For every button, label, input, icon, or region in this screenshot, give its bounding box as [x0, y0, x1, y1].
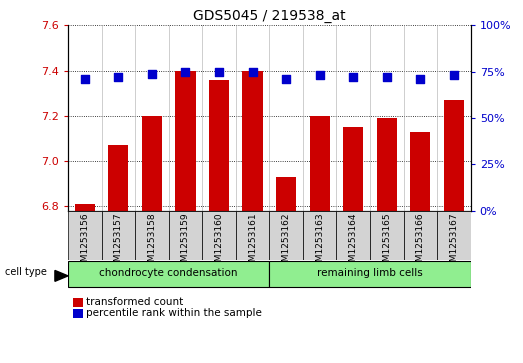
- Bar: [370, 211, 404, 260]
- Text: GSM1253158: GSM1253158: [147, 212, 156, 273]
- Text: GSM1253159: GSM1253159: [181, 212, 190, 273]
- Polygon shape: [55, 270, 68, 281]
- Bar: [73, 298, 83, 307]
- Bar: [444, 100, 464, 211]
- Bar: [101, 211, 135, 260]
- Text: remaining limb cells: remaining limb cells: [317, 269, 423, 278]
- Point: [383, 74, 391, 80]
- Text: GSM1253163: GSM1253163: [315, 212, 324, 273]
- Bar: [236, 211, 269, 260]
- Title: GDS5045 / 219538_at: GDS5045 / 219538_at: [193, 9, 346, 23]
- Text: GSM1253162: GSM1253162: [281, 212, 291, 273]
- Text: GSM1253156: GSM1253156: [80, 212, 89, 273]
- Bar: [68, 261, 269, 287]
- Point: [450, 73, 458, 78]
- Bar: [202, 211, 236, 260]
- Point: [248, 69, 257, 75]
- Text: GSM1253166: GSM1253166: [416, 212, 425, 273]
- Point: [282, 76, 290, 82]
- Bar: [276, 177, 296, 211]
- Point: [114, 74, 122, 80]
- Point: [81, 76, 89, 82]
- Point: [349, 74, 357, 80]
- Bar: [410, 131, 430, 211]
- Bar: [75, 204, 95, 211]
- Text: GSM1253161: GSM1253161: [248, 212, 257, 273]
- Bar: [243, 70, 263, 211]
- Bar: [68, 211, 101, 260]
- Bar: [175, 70, 196, 211]
- Bar: [310, 116, 329, 211]
- Point: [315, 73, 324, 78]
- Text: GSM1253165: GSM1253165: [382, 212, 391, 273]
- Bar: [437, 211, 471, 260]
- Point: [215, 69, 223, 75]
- Bar: [73, 309, 83, 318]
- Text: percentile rank within the sample: percentile rank within the sample: [86, 308, 262, 318]
- Point: [181, 69, 190, 75]
- Text: GSM1253157: GSM1253157: [114, 212, 123, 273]
- Text: chondrocyte condensation: chondrocyte condensation: [99, 269, 238, 278]
- Bar: [336, 211, 370, 260]
- Text: GSM1253167: GSM1253167: [449, 212, 459, 273]
- Bar: [142, 116, 162, 211]
- Bar: [168, 211, 202, 260]
- Bar: [303, 211, 336, 260]
- Bar: [377, 118, 397, 211]
- Bar: [135, 211, 168, 260]
- Bar: [209, 79, 229, 211]
- Bar: [343, 127, 363, 211]
- Point: [147, 71, 156, 77]
- Bar: [404, 211, 437, 260]
- Text: GSM1253164: GSM1253164: [349, 212, 358, 273]
- Text: transformed count: transformed count: [86, 297, 184, 307]
- Bar: [269, 261, 471, 287]
- Point: [416, 76, 425, 82]
- Bar: [108, 145, 128, 211]
- Text: cell type: cell type: [5, 267, 47, 277]
- Text: GSM1253160: GSM1253160: [214, 212, 223, 273]
- Bar: [269, 211, 303, 260]
